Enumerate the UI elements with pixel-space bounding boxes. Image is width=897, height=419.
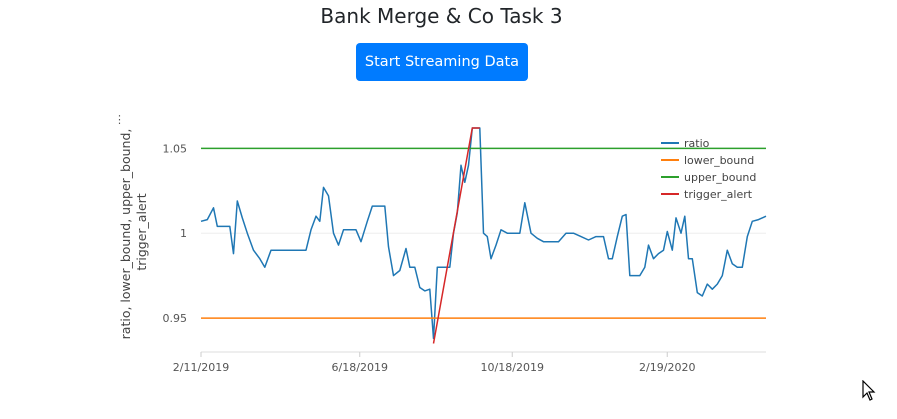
legend-label: ratio <box>684 137 710 150</box>
start-streaming-button[interactable]: Start Streaming Data <box>356 43 528 81</box>
legend-item-trigger-alert[interactable]: trigger_alert <box>661 188 753 201</box>
y-tick-label: 1 <box>180 227 187 240</box>
legend-label: upper_bound <box>684 171 756 184</box>
series-lines <box>200 127 767 344</box>
page-title: Bank Merge & Co Task 3 <box>320 4 563 28</box>
mouse-pointer-icon <box>862 380 876 401</box>
x-axis: 2/11/2019 6/18/2019 10/18/2019 2/19/2020 <box>173 351 766 374</box>
y-tick-label: 1.05 <box>163 142 188 155</box>
x-tick-label: 6/18/2019 <box>332 361 388 374</box>
series-line-trigger-alert <box>432 127 480 344</box>
y-axis: 0.95 1 1.05 <box>163 142 188 325</box>
y-axis-title: ratio, lower_bound, upper_bound, trigger… <box>118 125 149 340</box>
legend[interactable]: ratio lower_bound upper_bound trigger_alert <box>661 137 756 201</box>
y-axis-title-line-1: ratio, lower_bound, upper_bound, <box>118 129 133 340</box>
x-tick-label: 10/18/2019 <box>481 361 544 374</box>
drag-handle-icon[interactable]: ⋮ <box>114 113 125 126</box>
x-tick-label: 2/19/2020 <box>639 361 695 374</box>
legend-item-upper-bound[interactable]: upper_bound <box>661 171 756 184</box>
x-tick-label: 2/11/2019 <box>173 361 229 374</box>
legend-item-ratio[interactable]: ratio <box>661 137 710 150</box>
legend-label: lower_bound <box>684 154 754 167</box>
legend-label: trigger_alert <box>684 188 753 201</box>
y-axis-title-line-2: trigger_alert <box>134 193 149 270</box>
legend-item-lower-bound[interactable]: lower_bound <box>661 154 754 167</box>
y-tick-label: 0.95 <box>163 312 188 325</box>
